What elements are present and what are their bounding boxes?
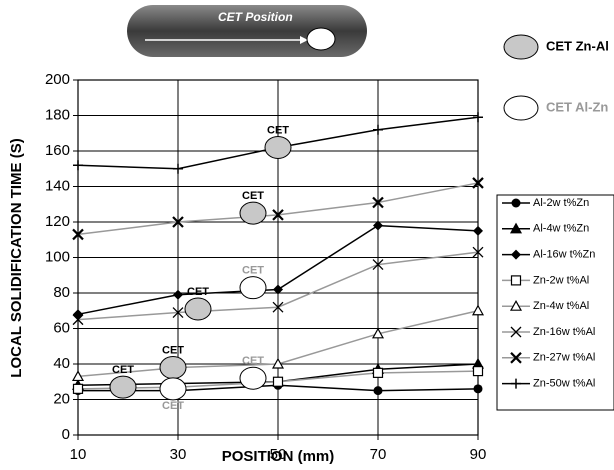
marker (373, 125, 383, 135)
y-tick-label: 140 (45, 177, 70, 194)
marker (474, 367, 483, 376)
diagram-circle (307, 28, 335, 50)
y-axis-label: LOCAL SOLIDIFICATION TIME (S) (8, 138, 25, 377)
legend-label: Al-2w t%Zn (533, 197, 589, 209)
marker (474, 384, 483, 393)
cet-label: CET (267, 124, 289, 136)
cet-legend-label: CET Zn-Al (546, 38, 609, 53)
marker (473, 112, 483, 122)
diagram-label: CET Position (218, 10, 293, 24)
cet-marker (240, 202, 266, 224)
x-tick-label: 90 (470, 446, 487, 463)
cet-legend-symbol (504, 35, 538, 59)
y-tick-label: 100 (45, 248, 70, 265)
y-tick-label: 180 (45, 106, 70, 123)
y-tick-label: 60 (53, 319, 70, 336)
legend-label: Zn-27w t%Al (533, 352, 595, 364)
x-tick-label: 50 (270, 446, 287, 463)
legend-label: Zn-16w t%Al (533, 326, 595, 338)
y-tick-label: 40 (53, 355, 70, 372)
cet-marker (240, 367, 266, 389)
chart: CET Position POSITION (mm) LOCAL SOLIDIF… (0, 0, 614, 470)
page: CET Position POSITION (mm) LOCAL SOLIDIF… (0, 0, 614, 470)
cet-label: CET (187, 286, 209, 298)
marker (374, 386, 383, 395)
marker (473, 226, 483, 236)
cet-marker (185, 298, 211, 320)
legend-label: Zn-4w t%Al (533, 300, 589, 312)
cet-diagram: CET Position (127, 5, 367, 57)
y-tick-label: 120 (45, 213, 70, 230)
marker (74, 384, 83, 393)
legend-label: Al-16w t%Zn (533, 249, 595, 261)
legend-label: Zn-50w t%Al (533, 378, 595, 390)
y-tick-label: 160 (45, 142, 70, 159)
x-tick-label: 30 (170, 446, 187, 463)
cet-marker (160, 378, 186, 400)
marker (512, 199, 521, 208)
marker (374, 368, 383, 377)
marker (73, 309, 83, 319)
marker (173, 290, 183, 300)
y-tick-label: 200 (45, 71, 70, 88)
cet-marker (110, 376, 136, 398)
legend-label: Zn-2w t%Al (533, 274, 589, 286)
y-tick-label: 80 (53, 284, 70, 301)
cet-label: CET (112, 364, 134, 376)
cet-label: CET (162, 344, 184, 356)
cet-legend-label: CET Al-Zn (546, 99, 608, 114)
marker (173, 164, 183, 174)
y-tick-label: 20 (53, 390, 70, 407)
cet-label: CET (242, 190, 264, 202)
cet-label: CET (162, 400, 184, 412)
cet-legend-symbol (504, 96, 538, 120)
marker (473, 306, 483, 315)
x-tick-label: 10 (70, 446, 87, 463)
cet-marker (240, 277, 266, 299)
marker (512, 276, 521, 285)
x-tick-label: 70 (370, 446, 387, 463)
marker (274, 377, 283, 386)
cet-label: CET (242, 265, 264, 277)
cet-label: CET (242, 355, 264, 367)
cet-marker (265, 136, 291, 158)
cet-marker (160, 357, 186, 379)
y-tick-label: 0 (62, 426, 70, 443)
legend-label: Al-4w t%Zn (533, 223, 589, 235)
marker (73, 160, 83, 170)
